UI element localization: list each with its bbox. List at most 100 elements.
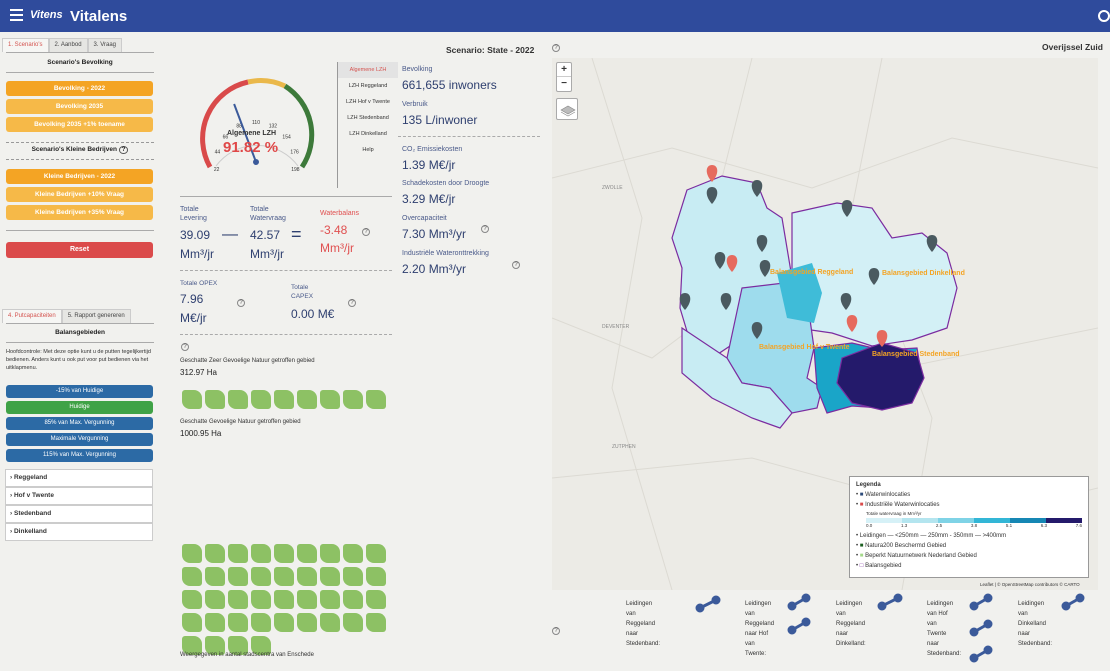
menu-help[interactable]: Help: [362, 147, 374, 153]
droogte-value: 3.29 M€/jr: [402, 192, 456, 206]
divider: [6, 342, 154, 343]
tab-vraag[interactable]: 3. Vraag: [87, 38, 122, 52]
capex-label: Totale CAPEX: [291, 284, 314, 300]
label-reggeland: Balansgebied Reggeland: [770, 269, 853, 276]
map[interactable]: ZWOLLE DEVENTER ZUTPHEN Balansgebied Reg…: [552, 58, 1098, 590]
opex-value: 7.96: [180, 292, 204, 306]
legend-nnn: • ■ Beperkt Natuurnetwerk Nederland Gebi…: [856, 553, 977, 559]
menu-lzh-reggeland[interactable]: LZH Reggeland: [348, 83, 388, 89]
pipe-toggle-icon[interactable]: [969, 645, 993, 663]
pipe-toggle-icon[interactable]: [787, 593, 811, 611]
gauge-tick-label: 110: [252, 120, 260, 126]
help-icon[interactable]: ?: [552, 627, 560, 635]
help-icon[interactable]: ?: [362, 228, 370, 236]
opex-unit: M€/jr: [180, 311, 207, 325]
pipe-toggle-icon[interactable]: [969, 619, 993, 637]
legend-colorbar: [866, 518, 1082, 523]
menu-lzh-hof-v-twente[interactable]: LZH Hof v Twente: [346, 99, 390, 105]
zoom-out-button[interactable]: −: [561, 78, 567, 89]
map-attribution[interactable]: Leaflet | © OpenStreetMap contributors ©…: [980, 582, 1080, 587]
bevolking-2022-button[interactable]: Bevolking - 2022: [6, 81, 153, 96]
tab-putcapaciteiten[interactable]: 4. Putcapaciteiten: [2, 309, 62, 323]
help-icon[interactable]: ?: [181, 343, 189, 351]
115-max-button[interactable]: 115% van Max. Vergunning: [6, 449, 153, 462]
help-icon[interactable]: ?: [481, 225, 489, 233]
zoom-control: + −: [556, 62, 572, 92]
accordion-label: Reggeland: [13, 474, 48, 481]
huidige-button[interactable]: Huidige: [6, 401, 153, 414]
accordion-stedenband[interactable]: › Stedenband: [5, 505, 153, 523]
verbruik-label: Verbruik: [402, 101, 428, 108]
waterwin-marker-icon[interactable]: [841, 200, 853, 217]
minus-sign: —: [222, 226, 238, 243]
scenario-tabs: 1. Scenario's 2. Aanbod 3. Vraag: [2, 38, 122, 52]
gevoelig-label: Geschatte Gevoelige Natuur getroffen geb…: [180, 419, 301, 425]
menu-lzh-dinkelland[interactable]: LZH Dinkelland: [349, 131, 387, 137]
help-icon[interactable]: ?: [512, 261, 520, 269]
bevolking-2035-plus-button[interactable]: Bevolking 2035 +1% toename: [6, 117, 153, 132]
help-icon[interactable]: ?: [552, 44, 560, 52]
pipe-toggle-icon[interactable]: [1061, 593, 1085, 611]
industrie-marker-icon[interactable]: [726, 255, 738, 272]
85-max-button[interactable]: 85% van Max. Vergunning: [6, 417, 153, 430]
waterwin-marker-icon[interactable]: [751, 322, 763, 339]
pipe-toggle-icon[interactable]: [877, 593, 903, 611]
help-icon[interactable]: ?: [237, 299, 245, 307]
levering-label: Totale Levering: [180, 206, 207, 222]
levering-unit: Mm³/jr: [180, 247, 214, 261]
accordion-dinkelland[interactable]: › Dinkelland: [5, 523, 153, 541]
lzh-menu: Algemene LZH LZH Reggeland LZH Hof v Twe…: [337, 62, 398, 188]
legend-title: Legenda: [856, 482, 881, 488]
max-vergunning-button[interactable]: Maximale Vergunning: [6, 433, 153, 446]
min15-button[interactable]: -15% van Huidige: [6, 385, 153, 398]
tab-rapport[interactable]: 5. Rapport genereren: [61, 309, 131, 323]
pipe-toggle-icon[interactable]: [969, 593, 993, 611]
gauge-label: Algemene LZH: [227, 130, 277, 137]
map-legend: Legenda • ■ Waterwinlocaties • ■ Industr…: [849, 476, 1089, 578]
bedrijven-10-button[interactable]: Kleine Bedrijven +10% Vraag: [6, 187, 153, 202]
waterwin-marker-icon[interactable]: [840, 293, 852, 310]
waterwin-marker-icon[interactable]: [751, 180, 763, 197]
tab-scenarios[interactable]: 1. Scenario's: [2, 38, 49, 52]
accordion-hof-v-twente[interactable]: › Hof v Twente: [5, 487, 153, 505]
legend-scale-title: Totale watervraag in Mm³/yr: [866, 511, 922, 516]
equals-sign: =: [291, 224, 302, 244]
menu-icon[interactable]: [10, 9, 23, 21]
menu-lzh-stedenband[interactable]: LZH Stedenband: [347, 115, 389, 121]
watervraag-value: 42.57: [250, 228, 281, 242]
leaf-icon: [366, 590, 386, 609]
leaf-icon: [182, 390, 202, 409]
scale-tick: 5.1: [1005, 523, 1013, 528]
bedrijven-35-button[interactable]: Kleine Bedrijven +35% Vraag: [6, 205, 153, 220]
droogte-label: Schadekosten door Droogte: [402, 180, 490, 187]
menu-algemene-lzh[interactable]: Algemene LZH: [338, 62, 398, 78]
zoom-in-button[interactable]: +: [557, 63, 571, 77]
waterwin-marker-icon[interactable]: [720, 293, 732, 310]
industrie-marker-icon[interactable]: [876, 330, 888, 347]
layers-button[interactable]: [556, 98, 578, 120]
divider: [6, 142, 154, 143]
help-icon[interactable]: ?: [348, 299, 356, 307]
waterwin-marker-icon[interactable]: [759, 260, 771, 277]
waterwin-marker-icon[interactable]: [868, 268, 880, 285]
industrie-marker-icon[interactable]: [706, 165, 718, 182]
waterwin-marker-icon[interactable]: [679, 293, 691, 310]
reset-button[interactable]: Reset: [6, 242, 153, 258]
pipe-toggle-icon[interactable]: [695, 595, 721, 613]
co2-label: CO₂ Emissiekosten: [402, 146, 463, 153]
waterwin-marker-icon[interactable]: [706, 187, 718, 204]
bevolking-2035-button[interactable]: Bevolking 2035: [6, 99, 153, 114]
leaf-icon: [366, 390, 386, 409]
tab-aanbod[interactable]: 2. Aanbod: [48, 38, 88, 52]
user-icon[interactable]: [1098, 10, 1110, 22]
accordion-reggeland[interactable]: › Reggeland: [5, 469, 153, 487]
industrie-marker-icon[interactable]: [846, 315, 858, 332]
waterwin-marker-icon[interactable]: [756, 235, 768, 252]
pipe-toggle-icon[interactable]: [787, 617, 811, 635]
waterwin-marker-icon[interactable]: [926, 235, 938, 252]
region-title: Overijssel Zuid: [1042, 42, 1103, 52]
help-icon[interactable]: ?: [118, 146, 129, 154]
bedrijven-2022-button[interactable]: Kleine Bedrijven - 2022: [6, 169, 153, 184]
waterwin-marker-icon[interactable]: [714, 252, 726, 269]
bevolking-value: 661,655 inwoners: [402, 78, 497, 92]
